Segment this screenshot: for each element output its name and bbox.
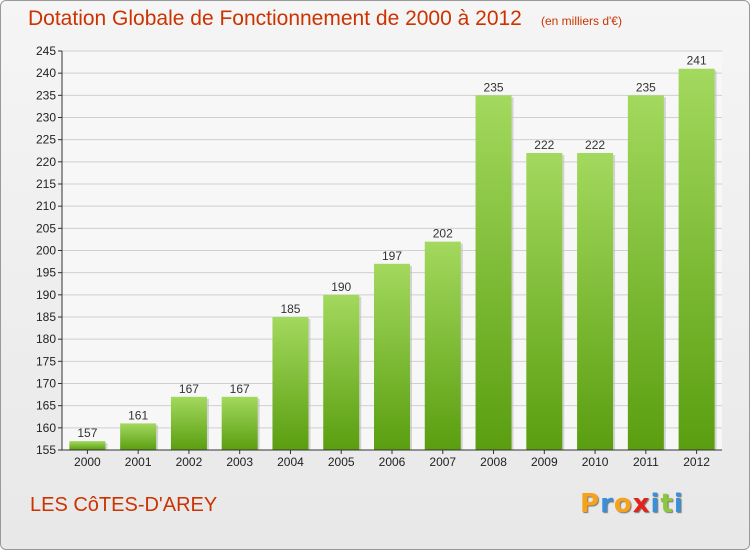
- data-label-2008: 235: [484, 80, 504, 94]
- y-tick-label: 195: [36, 266, 56, 280]
- data-label-2007: 202: [433, 227, 453, 241]
- x-tick-label-2008: 2008: [480, 455, 507, 469]
- bar-2012: [678, 68, 715, 450]
- x-tick-label-2003: 2003: [226, 455, 253, 469]
- x-tick-label-2000: 2000: [74, 455, 101, 469]
- y-tick-label: 165: [36, 399, 56, 413]
- y-tick-label: 180: [36, 332, 56, 346]
- y-tick-label: 160: [36, 421, 56, 435]
- y-tick-label: 220: [36, 155, 56, 169]
- x-tick-label-2006: 2006: [379, 455, 406, 469]
- chart-title: Dotation Globale de Fonctionnement de 20…: [28, 7, 522, 30]
- x-tick-label-2004: 2004: [277, 455, 304, 469]
- x-tick-label-2012: 2012: [683, 455, 710, 469]
- x-tick-label-2007: 2007: [429, 455, 456, 469]
- bar-2004: [272, 317, 309, 450]
- bar-2008: [475, 95, 512, 450]
- y-tick-label: 210: [36, 199, 56, 213]
- y-tick-label: 185: [36, 310, 56, 324]
- y-tick-label: 215: [36, 177, 56, 191]
- x-axis: 2000 2001 2002 2003 2004 2005 2006 2007 2008 2009…: [62, 449, 722, 469]
- y-tick-label: 245: [36, 44, 56, 58]
- data-label-2005: 190: [331, 280, 351, 294]
- y-tick-label: 200: [36, 244, 56, 258]
- bar-2009: [526, 152, 563, 450]
- y-tick-label: 190: [36, 288, 56, 302]
- bars: 157 161 167 167 185 190 197 202 235 222 222 235 241: [69, 54, 717, 450]
- y-tick-label: 155: [36, 443, 56, 457]
- data-label-2003: 167: [230, 382, 250, 396]
- x-tick-label-2011: 2011: [633, 455, 659, 469]
- data-label-2010: 222: [585, 138, 605, 152]
- y-tick-label: 225: [36, 133, 56, 147]
- bar-2010: [577, 152, 614, 450]
- bar-2002: [170, 396, 207, 450]
- data-label-2001: 161: [128, 408, 148, 422]
- data-label-2000: 157: [77, 426, 97, 440]
- y-tick-label: 205: [36, 221, 56, 235]
- y-axis: 155 160 165 170 175 180 185 190 195 200 205 210 215 2…: [36, 44, 63, 457]
- data-label-2006: 197: [382, 249, 402, 263]
- x-tick-label-2009: 2009: [531, 455, 558, 469]
- bar-2006: [374, 263, 410, 450]
- y-tick-label: 235: [36, 88, 56, 102]
- bar-2000: [69, 441, 106, 450]
- data-label-2011: 235: [636, 80, 656, 94]
- bar-2005: [323, 294, 360, 450]
- x-tick-label-2001: 2001: [125, 455, 152, 469]
- data-label-2012: 241: [687, 54, 707, 68]
- x-tick-label-2002: 2002: [176, 455, 203, 469]
- x-tick-label-2005: 2005: [328, 455, 355, 469]
- bar-2003: [221, 396, 258, 450]
- data-label-2004: 185: [280, 302, 300, 316]
- proxiti-logo[interactable]: Proxiti: [580, 489, 684, 519]
- y-tick-label: 240: [36, 66, 56, 80]
- bar-2011: [627, 95, 664, 450]
- commune-name: LES CôTES-D'AREY: [30, 494, 218, 516]
- data-label-2002: 167: [179, 382, 199, 396]
- y-tick-label: 230: [36, 111, 56, 125]
- chart-unit-label: (en milliers d'€): [541, 14, 622, 28]
- data-label-2009: 222: [534, 138, 554, 152]
- bar-2001: [120, 423, 157, 450]
- bar-2007: [424, 241, 461, 450]
- x-tick-label-2010: 2010: [582, 455, 609, 469]
- y-tick-label: 170: [36, 377, 56, 391]
- y-tick-label: 175: [36, 354, 56, 368]
